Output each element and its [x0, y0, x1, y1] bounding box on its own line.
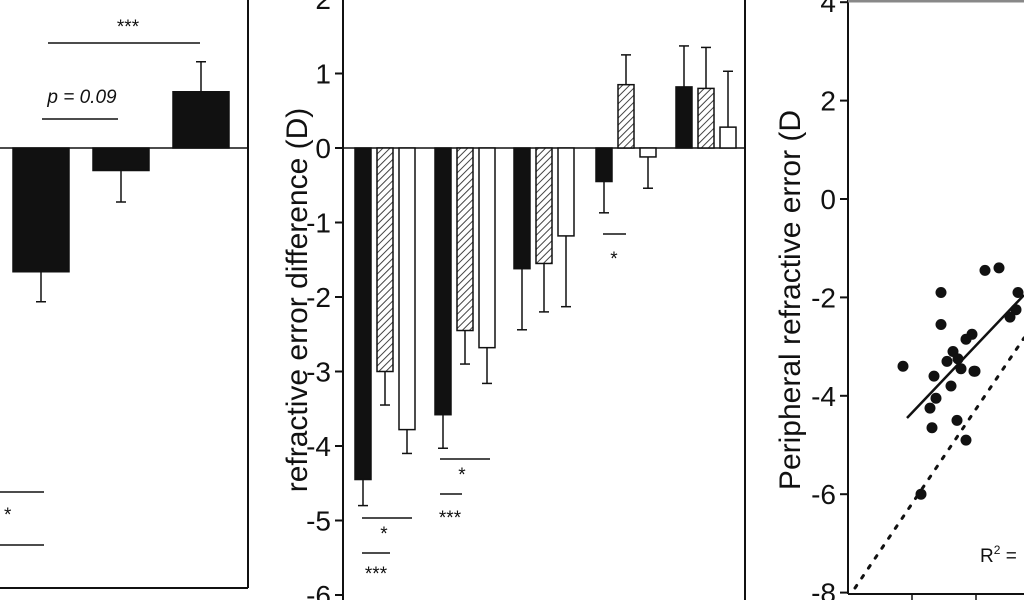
mid-bar-g1-hatch	[376, 147, 394, 373]
mid-bar-g5-black	[675, 86, 693, 149]
mid-bar-g2-hatch	[456, 147, 474, 332]
mid-annotation-g1-a: *	[380, 524, 388, 545]
mid-ytick-label-5: -3	[306, 357, 331, 388]
mid-bar-g5-hatch	[697, 87, 715, 149]
mid-bar-g1-white	[398, 147, 416, 431]
right-ytick-label-6: -8	[811, 578, 836, 600]
scatter-point	[897, 360, 909, 372]
right-ytick-label-1: 2	[820, 86, 836, 117]
scatter-point	[960, 434, 972, 446]
scatter-point	[926, 422, 938, 434]
left-annotation-2: p = 0.09	[46, 87, 117, 108]
mid-annotation-g1-b: ***	[365, 564, 388, 585]
mid-ytick-label-6: -4	[306, 431, 331, 462]
left-bar-1	[12, 147, 70, 273]
middle-panel: refractive error difference (D) 2 1 0 -1 -2 -…	[281, 0, 746, 600]
scatter-point	[930, 392, 942, 404]
scatter-point	[1010, 304, 1022, 316]
left-bar-2	[92, 147, 150, 172]
right-ytick-label-4: -4	[811, 381, 836, 412]
scatter-point	[979, 264, 991, 276]
right-ytick-label-3: -2	[811, 282, 836, 313]
mid-bar-g2-white	[478, 147, 496, 349]
mid-bar-g3-black	[513, 147, 531, 270]
right-ytick-label-2: 0	[820, 184, 836, 215]
mid-ytick-label-2: 0	[315, 133, 331, 164]
mid-annotation-g2-a: *	[458, 465, 466, 486]
identity-line	[853, 336, 1024, 590]
mid-ytick-label-8: -6	[306, 580, 331, 600]
left-bar-3	[172, 91, 230, 149]
mid-ytick-label-0: 2	[315, 0, 331, 15]
left-annotation-1: ***	[117, 17, 140, 38]
scatter-point	[924, 402, 936, 414]
scatter-point	[952, 353, 964, 365]
mid-ytick-label-3: -1	[306, 208, 331, 239]
scatter-point	[935, 318, 947, 330]
scatter-point	[915, 488, 927, 500]
right-panel: Peripheral refractive error (D 4 2 0 -2 -4 -6…	[774, 0, 1024, 600]
scatter-point	[1004, 311, 1016, 323]
mid-bar-g2-black	[434, 147, 452, 416]
right-ytick-label-5: -6	[811, 479, 836, 510]
right-ytick-label-0: 4	[820, 0, 836, 18]
scatter-point	[935, 286, 947, 298]
scatter-point	[955, 363, 967, 375]
regression-line	[906, 294, 1024, 419]
mid-ytick-label-4: -2	[306, 282, 331, 313]
mid-bar-g1-black	[354, 147, 372, 481]
middle-y-axis-label: refractive error difference (D)	[281, 108, 314, 493]
mid-annotation-g2-b: ***	[439, 508, 462, 529]
scatter-point	[969, 365, 981, 377]
mid-bar-g3-white	[557, 147, 575, 237]
scatter-point	[993, 262, 1005, 274]
scatter-point	[928, 370, 940, 382]
left-annotation-3: *	[4, 505, 12, 526]
right-y-axis-label: Peripheral refractive error (D	[774, 110, 807, 490]
mid-annotation-g4: *	[610, 249, 618, 270]
mid-bar-g3-hatch	[535, 147, 553, 265]
scatter-point	[960, 333, 972, 345]
mid-ytick-label-7: -5	[306, 506, 331, 537]
scatter-point	[1012, 286, 1024, 298]
mid-bar-g4-black	[595, 147, 613, 183]
scatter-point	[945, 380, 957, 392]
left-panel: *** p = 0.09 *	[0, 0, 249, 589]
mid-ytick-label-1: 1	[315, 59, 331, 90]
mid-bar-g4-white	[639, 147, 657, 158]
r-squared-label: R2 =	[980, 543, 1017, 567]
scatter-point	[951, 414, 963, 426]
mid-bar-g4-hatch	[617, 83, 635, 149]
scatter-point	[941, 355, 953, 367]
mid-bar-g5-white	[719, 126, 737, 149]
